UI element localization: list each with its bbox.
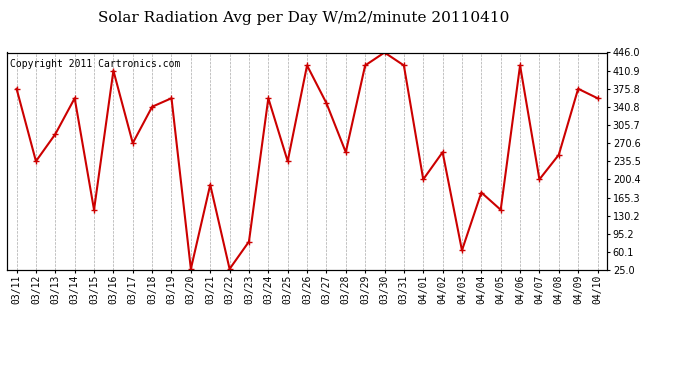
Text: Copyright 2011 Cartronics.com: Copyright 2011 Cartronics.com xyxy=(10,59,180,69)
Text: Solar Radiation Avg per Day W/m2/minute 20110410: Solar Radiation Avg per Day W/m2/minute … xyxy=(98,11,509,25)
